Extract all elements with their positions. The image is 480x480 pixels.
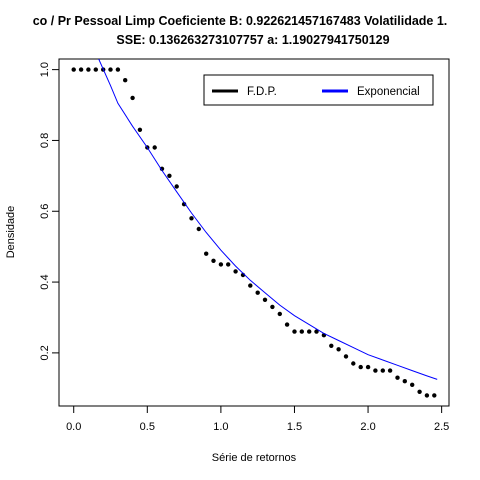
- data-point-fdp: [86, 67, 91, 72]
- data-point-fdp: [299, 329, 304, 334]
- x-tick-label: 2.5: [434, 421, 449, 433]
- data-point-fdp: [373, 368, 378, 373]
- data-point-fdp: [174, 184, 179, 189]
- data-point-fdp: [152, 145, 157, 150]
- x-tick-label: 0.5: [140, 421, 155, 433]
- legend: F.D.P. Exponencial: [203, 74, 434, 106]
- data-point-fdp: [181, 202, 187, 207]
- y-axis-label: Densidade: [5, 206, 17, 259]
- data-point-fdp: [211, 258, 216, 263]
- data-point-fdp: [417, 389, 422, 394]
- data-point-fdp: [137, 127, 143, 132]
- data-point-fdp: [387, 368, 393, 373]
- x-tick-label: 0.0: [66, 421, 81, 433]
- legend-label-fdp: F.D.P.: [247, 86, 277, 98]
- data-point-fdp: [380, 368, 385, 373]
- y-tick-label: 0.6: [39, 204, 51, 219]
- data-point-fdp: [233, 269, 238, 274]
- data-point-fdp: [329, 343, 334, 348]
- data-point-fdp: [167, 173, 172, 178]
- data-point-fdp: [108, 67, 113, 72]
- data-point-fdp: [71, 67, 76, 72]
- data-point-fdp: [218, 262, 224, 267]
- data-point-fdp: [93, 67, 99, 72]
- data-point-fdp: [432, 393, 437, 398]
- data-point-fdp: [159, 166, 165, 171]
- data-point-fdp: [395, 375, 400, 380]
- data-point-fdp: [78, 67, 84, 72]
- y-axis: 0.2 0.4 0.6 0.8 1.0: [39, 62, 60, 361]
- data-point-fdp: [226, 262, 231, 267]
- chart-title: co / Pr Pessoal Limp Coeficiente B: 0.92…: [33, 14, 448, 28]
- legend-label-exponencial: Exponencial: [357, 86, 420, 98]
- data-point-fdp: [351, 361, 356, 366]
- y-tick-label: 1.0: [39, 62, 51, 77]
- data-point-fdp: [402, 379, 407, 384]
- data-point-fdp: [270, 304, 275, 310]
- data-point-fdp: [255, 290, 260, 295]
- series-layer: [71, 59, 438, 398]
- data-point-fdp: [314, 329, 319, 334]
- x-tick-label: 1.0: [213, 421, 228, 433]
- x-tick-label: 2.0: [360, 421, 375, 433]
- data-point-fdp: [410, 382, 415, 387]
- y-tick-label: 0.4: [39, 274, 51, 289]
- data-point-fdp: [424, 393, 430, 398]
- plot-frame: [58, 58, 450, 407]
- data-point-fdp: [292, 329, 297, 334]
- data-point-fdp: [284, 322, 290, 327]
- data-point-fdp: [343, 354, 349, 359]
- data-point-fdp: [130, 95, 135, 101]
- chart-subtitle: SSE: 0.136263273107757 a: 1.190279417501…: [116, 33, 389, 47]
- x-tick-label: 1.5: [287, 421, 302, 433]
- data-point-fdp: [365, 364, 371, 370]
- y-tick-label: 0.8: [39, 133, 51, 148]
- y-tick-label: 0.2: [39, 345, 51, 360]
- data-point-fdp: [189, 216, 194, 221]
- x-axis-label: Série de retornos: [212, 452, 297, 464]
- data-point-fdp: [277, 311, 282, 317]
- data-point-fdp: [123, 78, 128, 83]
- data-point-fdp: [196, 226, 201, 232]
- data-point-fdp: [358, 364, 363, 370]
- data-point-fdp: [204, 251, 209, 256]
- data-point-fdp: [336, 347, 341, 352]
- data-point-fdp: [115, 67, 121, 72]
- data-point-fdp: [262, 297, 268, 302]
- data-point-fdp: [307, 329, 312, 334]
- data-point-fdp: [248, 283, 253, 288]
- legend-box: [203, 74, 434, 106]
- series-line-exponencial: [98, 59, 438, 380]
- x-axis: 0.0 0.5 1.0 1.5 2.0 2.5: [66, 405, 449, 433]
